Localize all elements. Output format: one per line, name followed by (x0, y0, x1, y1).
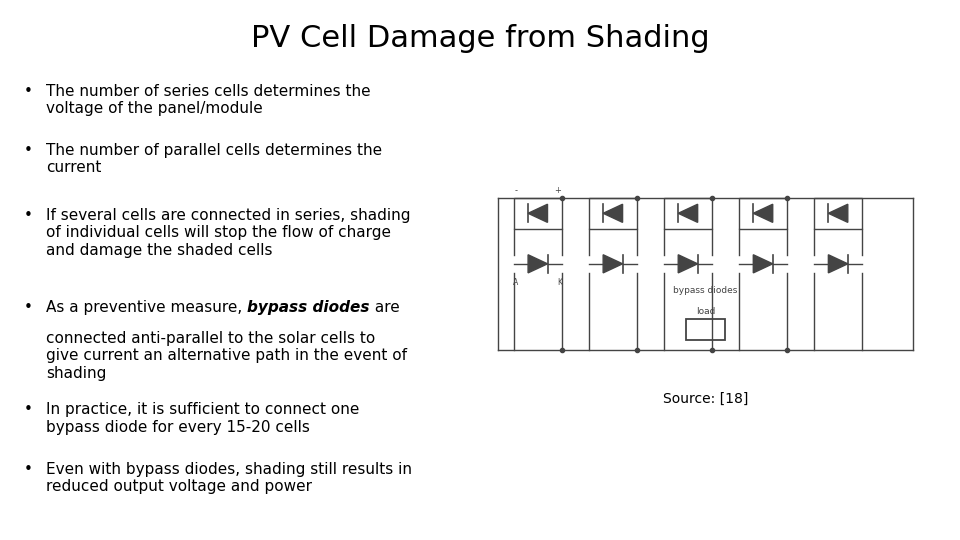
Polygon shape (678, 204, 698, 222)
Text: bypass diodes: bypass diodes (673, 287, 738, 295)
Polygon shape (528, 255, 547, 273)
Text: •: • (24, 300, 33, 315)
Text: -: - (515, 186, 517, 195)
Text: •: • (24, 143, 33, 158)
Text: •: • (24, 402, 33, 417)
Bar (814, 198, 862, 229)
Polygon shape (828, 255, 848, 273)
Text: The number of parallel cells determines the
current: The number of parallel cells determines … (46, 143, 382, 176)
Polygon shape (603, 255, 623, 273)
Bar (514, 198, 563, 229)
Bar (739, 198, 787, 229)
Text: K: K (558, 278, 563, 287)
Text: If several cells are connected in series, shading
of individual cells will stop : If several cells are connected in series… (46, 208, 411, 258)
Text: +: + (554, 186, 562, 195)
Text: are: are (370, 300, 399, 315)
Text: bypass diodes: bypass diodes (248, 300, 370, 315)
Text: Source: [18]: Source: [18] (663, 392, 748, 406)
Text: connected anti-parallel to the solar cells to
give current an alternative path i: connected anti-parallel to the solar cel… (46, 331, 407, 381)
Bar (685, 320, 726, 340)
Polygon shape (678, 255, 698, 273)
Text: A: A (513, 278, 518, 287)
Polygon shape (828, 204, 848, 222)
Polygon shape (603, 204, 623, 222)
Bar (588, 198, 637, 229)
Polygon shape (754, 255, 773, 273)
Text: The number of series cells determines the
voltage of the panel/module: The number of series cells determines th… (46, 84, 371, 116)
Text: •: • (24, 462, 33, 477)
Bar (663, 198, 712, 229)
Polygon shape (754, 204, 773, 222)
Text: •: • (24, 208, 33, 223)
Text: load: load (696, 307, 715, 316)
Text: •: • (24, 84, 33, 99)
Text: Even with bypass diodes, shading still results in
reduced output voltage and pow: Even with bypass diodes, shading still r… (46, 462, 412, 494)
Text: As a preventive measure,: As a preventive measure, (46, 300, 248, 315)
Polygon shape (528, 204, 547, 222)
Text: In practice, it is sufficient to connect one
bypass diode for every 15-20 cells: In practice, it is sufficient to connect… (46, 402, 359, 435)
Text: PV Cell Damage from Shading: PV Cell Damage from Shading (251, 24, 709, 53)
